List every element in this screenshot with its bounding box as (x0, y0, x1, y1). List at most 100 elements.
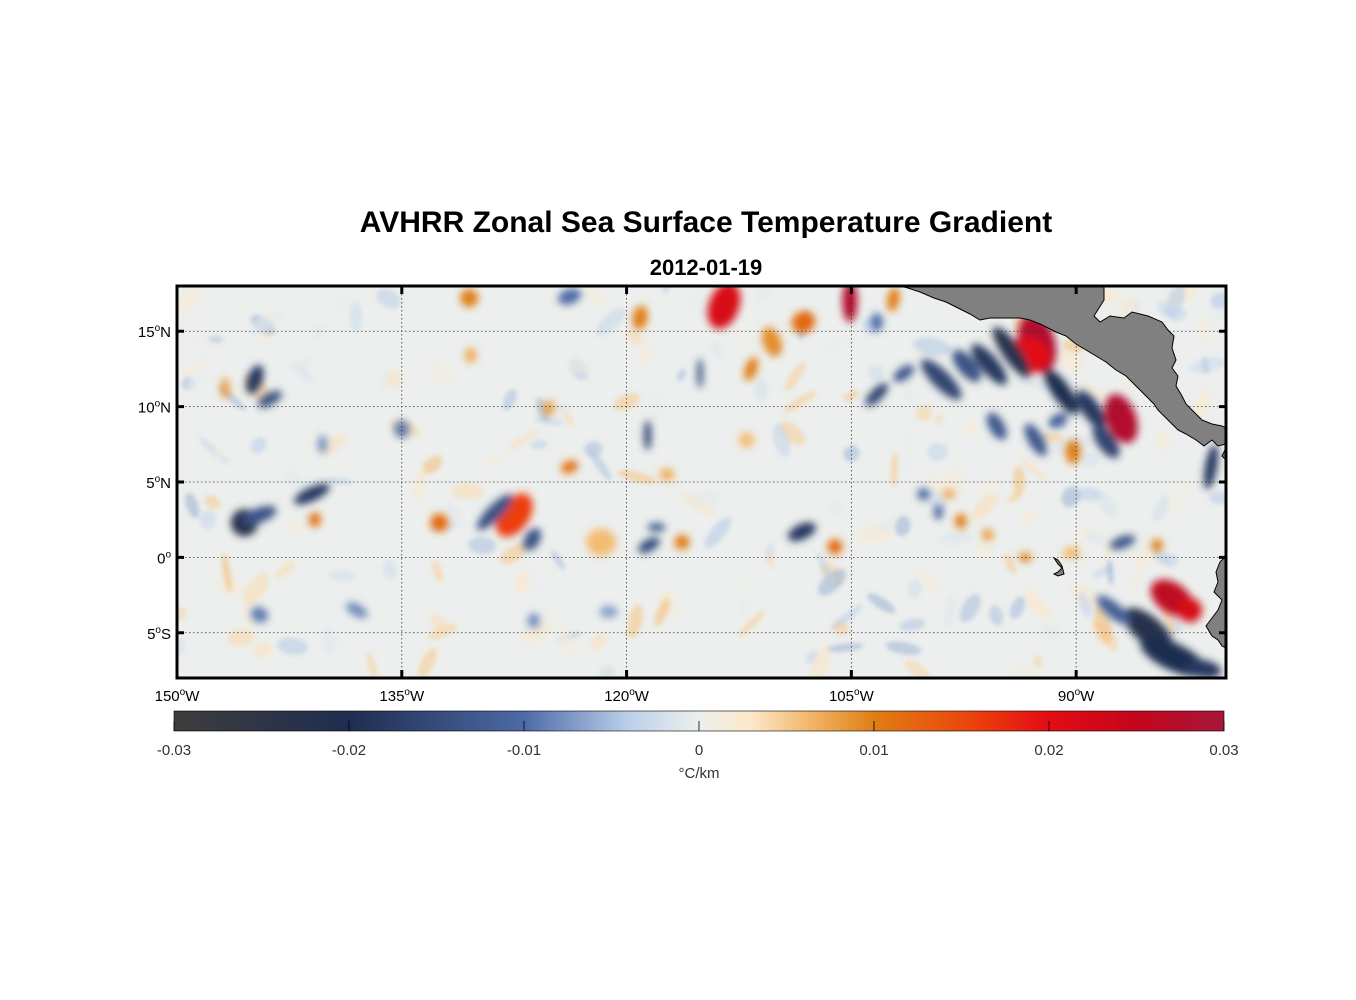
gradient-noise-blob (380, 369, 389, 393)
gradient-noise-blob (1009, 596, 1026, 620)
gradient-noise-blob (320, 434, 347, 456)
gradient-noise-blob (1003, 553, 1017, 575)
gradient-noise-blob (333, 296, 345, 318)
latitude-tick-labels: 15oN 10oN 5oN 0o 5oS (138, 323, 172, 643)
gradient-noise-blob (976, 542, 994, 560)
gradient-feature (558, 288, 582, 305)
gradient-feature (917, 488, 930, 501)
gradient-feature (659, 468, 675, 481)
gradient-feature (697, 358, 703, 389)
gradient-feature (257, 390, 282, 408)
gradient-noise-blob (1166, 487, 1192, 515)
gradient-noise-blob (522, 619, 551, 645)
gradient-noise-blob (252, 641, 273, 658)
gradient-noise-blob (179, 360, 213, 375)
gradient-noise-blob (468, 536, 497, 555)
gradient-noise-blob (595, 307, 626, 336)
gradient-noise-blob (1022, 511, 1035, 525)
gradient-noise-blob (349, 301, 363, 332)
gradient-feature (842, 286, 858, 323)
gradient-noise-blob (177, 289, 201, 315)
lon-tick-label: 135oW (379, 687, 425, 705)
gradient-noise-blob (939, 531, 974, 545)
gradient-noise-blob (737, 610, 766, 637)
gradient-noise-blob (867, 593, 896, 614)
gradient-feature (744, 357, 758, 381)
gradient-feature (1185, 659, 1222, 678)
gradient-noise-blob (772, 423, 791, 457)
gradient-noise-blob (613, 393, 640, 411)
gradient-noise-blob (243, 572, 269, 606)
gradient-noise-blob (535, 397, 550, 422)
gradient-feature (992, 327, 1031, 378)
colorbar: -0.03 -0.02 -0.01 0 0.01 0.02 0.03 °C/km (157, 710, 1239, 782)
gradient-noise-blob (843, 445, 860, 462)
gradient-noise-blob (903, 389, 922, 405)
gradient-noise-blob (1196, 316, 1212, 344)
gradient-noise-blob (542, 594, 558, 614)
gradient-noise-blob (885, 641, 922, 655)
gradient-noise-blob (418, 648, 437, 678)
gradient-noise-blob (326, 477, 354, 485)
gradient-noise-blob (843, 390, 859, 402)
gradient-feature (761, 327, 782, 357)
colorbar-tick-label: -0.02 (332, 742, 366, 759)
gradient-noise-blob (1131, 546, 1160, 565)
gradient-feature (1048, 412, 1068, 428)
gradient-noise-blob (1106, 558, 1114, 586)
gradient-noise-blob (1033, 654, 1043, 669)
gradient-noise-blob (830, 501, 846, 516)
lon-tick-label: 105oW (829, 687, 875, 705)
gradient-noise-blob (740, 598, 751, 616)
gradient-feature (986, 412, 1007, 440)
gradient-feature (827, 539, 843, 555)
gradient-feature (394, 420, 410, 439)
lon-tick-label: 120oW (604, 687, 650, 705)
gradient-feature (921, 359, 962, 400)
gradient-feature (643, 420, 652, 451)
colorbar-tick-label: 0 (695, 742, 703, 759)
map-subtitle: 2012-01-19 (649, 255, 763, 280)
south-america (1205, 447, 1226, 649)
gradient-noise-blob (916, 565, 941, 595)
gradient-noise-blob (806, 649, 818, 664)
gradient-noise-blob (185, 492, 200, 519)
gradient-noise-blob (989, 605, 1004, 626)
gradient-feature (952, 349, 982, 382)
gradient-noise-blob (250, 437, 267, 454)
gradient-noise-blob (811, 645, 830, 678)
gradient-noise-blob (923, 490, 948, 511)
gradient-noise-blob (1013, 465, 1025, 497)
gradient-noise-blob (934, 413, 944, 425)
gradient-feature (1024, 423, 1047, 456)
gradient-noise-blob (1019, 456, 1047, 482)
gradient-feature (542, 400, 555, 416)
gradient-noise-blob (754, 379, 768, 402)
gradient-noise-blob (908, 578, 922, 599)
gradient-feature (647, 522, 666, 532)
lat-tick-label: 15oN (138, 323, 171, 341)
gradient-noise-blob (183, 329, 210, 343)
colorbar-ticks: -0.03 -0.02 -0.01 0 0.01 0.02 0.03 (157, 721, 1239, 759)
gradient-noise-blob (666, 477, 681, 507)
gradient-noise-blob (293, 433, 322, 453)
gradient-noise-blob (649, 394, 668, 414)
gradient-noise-blob (1060, 349, 1083, 372)
lat-tick-label: 0o (157, 549, 171, 567)
gradient-noise-blob (591, 633, 607, 651)
gradient-feature (1151, 539, 1164, 552)
axis-tick-marks (175, 286, 1226, 678)
gradient-noise-blob (540, 559, 554, 578)
gradient-feature (527, 613, 540, 629)
gradient-noise-blob (1012, 663, 1038, 678)
gradient-feature (430, 513, 449, 532)
gradient-noise-blob (248, 312, 283, 336)
gradient-feature (942, 489, 955, 499)
gradient-noise-blob (523, 564, 545, 597)
gradient-feature (560, 460, 579, 474)
gradient-noise-blob (584, 441, 603, 458)
central-america (899, 286, 1226, 447)
gradient-feature (981, 528, 994, 541)
gradient-noise-blob (816, 552, 836, 586)
